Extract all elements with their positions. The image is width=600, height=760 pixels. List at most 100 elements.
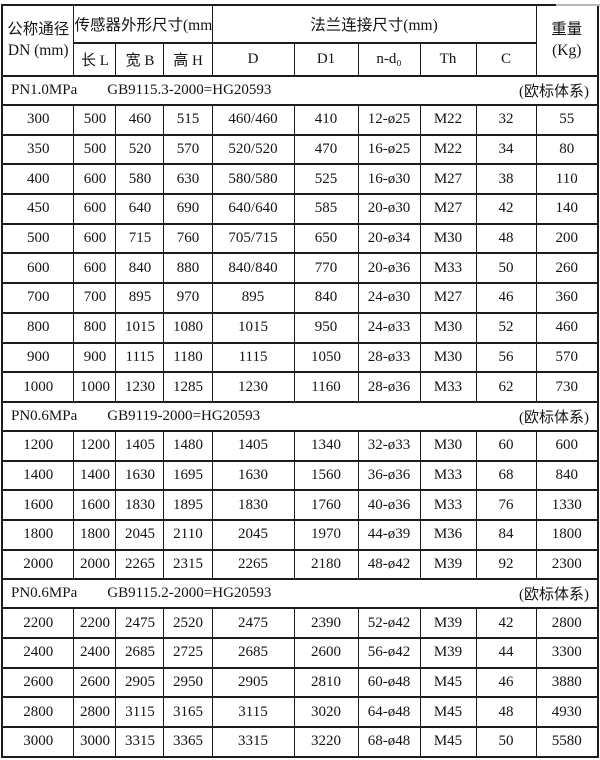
cell-dn: 400 — [1, 163, 75, 196]
cell-c: 32 — [475, 104, 537, 136]
cell-th: M33 — [419, 252, 477, 285]
cell-height-h: 515 — [163, 104, 213, 136]
cell-c: 60 — [475, 429, 537, 462]
cell-height-h: 1080 — [163, 311, 213, 344]
cell-weight: 4930 — [535, 696, 599, 729]
column-header-width: 宽 B — [115, 42, 165, 77]
cell-weight: 600 — [535, 429, 599, 462]
cell-dn: 1800 — [1, 518, 75, 551]
cell-th: M39 — [419, 548, 477, 581]
cell-c: 56 — [475, 341, 537, 374]
cell-n-d0: 64-ø48 — [357, 696, 421, 729]
cell-weight: 2300 — [535, 548, 599, 581]
cell-height-h: 630 — [163, 163, 213, 196]
cell-d: 1115 — [211, 341, 295, 374]
cell-d1: 2810 — [293, 666, 359, 699]
cell-th: M30 — [419, 222, 477, 255]
column-header-length: 长 L — [73, 42, 117, 77]
cell-length-l: 900 — [73, 341, 117, 374]
cell-th: M36 — [419, 518, 477, 551]
cell-width-b: 715 — [115, 222, 165, 255]
cell-d1: 2390 — [293, 607, 359, 639]
section-standard-note: (欧标体系) — [519, 587, 590, 604]
cell-th: M30 — [419, 429, 477, 462]
cell-width-b: 2265 — [115, 548, 165, 581]
cell-d1: 1560 — [293, 459, 359, 492]
cell-weight: 55 — [535, 104, 599, 136]
cell-th: M39 — [419, 637, 477, 669]
cell-d: 1830 — [211, 489, 295, 521]
cell-c: 34 — [475, 133, 537, 166]
cell-length-l: 1400 — [73, 459, 117, 492]
cell-d: 895 — [211, 282, 295, 314]
table-row: 500 600 715 760 705/715 650 20-ø34 M30 48 200 — [1, 222, 599, 255]
section-header-content: PN0.6MPa GB9119-2000=HG20593 (欧标体系) — [4, 406, 596, 427]
cell-length-l: 2400 — [73, 637, 117, 669]
cell-length-l: 500 — [73, 104, 117, 136]
cell-width-b: 1405 — [115, 429, 165, 462]
cell-c: 68 — [475, 459, 537, 492]
cell-d: 3315 — [211, 726, 295, 758]
cell-c: 42 — [475, 607, 537, 639]
cell-d1: 950 — [293, 311, 359, 344]
cell-length-l: 800 — [73, 311, 117, 344]
cell-n-d0: 40-ø36 — [357, 489, 421, 521]
cell-n-d0: 56-ø42 — [357, 637, 421, 669]
cell-d1: 650 — [293, 222, 359, 255]
section-header-cell: PN1.0MPa GB9115.3-2000=HG20593 (欧标体系) — [0, 75, 600, 106]
cell-d: 705/715 — [211, 222, 295, 255]
cell-width-b: 1015 — [115, 311, 165, 344]
cell-n-d0: 16-ø30 — [357, 163, 421, 196]
cell-height-h: 1180 — [163, 341, 213, 374]
cell-width-b: 1630 — [115, 459, 165, 492]
cell-dn: 900 — [1, 341, 75, 374]
cell-width-b: 520 — [115, 133, 165, 166]
cell-dn: 1200 — [1, 429, 75, 462]
cell-height-h: 760 — [163, 222, 213, 255]
cell-length-l: 600 — [73, 163, 117, 196]
cell-d: 1630 — [211, 459, 295, 492]
cell-c: 46 — [475, 666, 537, 699]
cell-d: 1405 — [211, 429, 295, 462]
dn-label-cn: 公称通径 — [7, 21, 70, 39]
cell-weight: 200 — [535, 222, 599, 255]
cell-length-l: 600 — [73, 222, 117, 255]
cell-th: M30 — [419, 311, 477, 344]
table-row: 800 800 1015 1080 1015 950 24-ø33 M30 52 460 — [1, 311, 599, 344]
cell-width-b: 2045 — [115, 518, 165, 551]
cell-dn: 2000 — [1, 548, 75, 581]
cell-th: M45 — [419, 666, 477, 699]
table-row: 300 500 460 515 460/460 410 12-ø25 M22 32 55 — [1, 104, 599, 136]
spec-table-body: PN1.0MPa GB9115.3-2000=HG20593 (欧标体系) 300 50… — [0, 75, 600, 758]
cell-length-l: 2800 — [73, 696, 117, 729]
cell-n-d0: 12-ø25 — [357, 104, 421, 136]
cell-height-h: 1480 — [163, 429, 213, 462]
cell-th: M27 — [419, 163, 477, 196]
cell-dn: 350 — [1, 133, 75, 166]
cell-width-b: 2905 — [115, 666, 165, 699]
cell-height-h: 1895 — [163, 489, 213, 521]
cell-d: 1230 — [211, 371, 295, 403]
cell-width-b: 460 — [115, 104, 165, 136]
cell-n-d0: 20-ø30 — [357, 193, 421, 225]
column-header-th: Th — [419, 42, 477, 77]
table-row: 1000 1000 1230 1285 1230 1160 28-ø36 M33 62 730 — [1, 371, 599, 403]
cell-n-d0: 20-ø36 — [357, 252, 421, 285]
cell-th: M45 — [419, 726, 477, 758]
cell-c: 50 — [475, 726, 537, 758]
cell-height-h: 690 — [163, 193, 213, 225]
cell-d1: 525 — [293, 163, 359, 196]
section-standard-note: (欧标体系) — [519, 84, 590, 100]
column-header-height: 高 H — [163, 42, 213, 77]
cell-d1: 3020 — [293, 696, 359, 729]
table-row: 1200 1200 1405 1480 1405 1340 32-ø33 M30 60 600 — [1, 429, 599, 462]
column-header-dn: 公称通径 DN (mm) — [1, 4, 75, 77]
cell-length-l: 600 — [73, 252, 117, 285]
section-standard-code: GB9115.3-2000=HG20593 — [107, 82, 272, 98]
section-standard-note: (欧标体系) — [519, 409, 590, 426]
table-row: 2200 2200 2475 2520 2475 2390 52-ø42 M39 42 2800 — [1, 607, 599, 639]
cell-weight: 2800 — [535, 607, 599, 639]
cell-height-h: 2315 — [163, 548, 213, 581]
cell-weight: 260 — [535, 252, 599, 285]
dn-label-unit: DN (mm) — [7, 41, 69, 59]
